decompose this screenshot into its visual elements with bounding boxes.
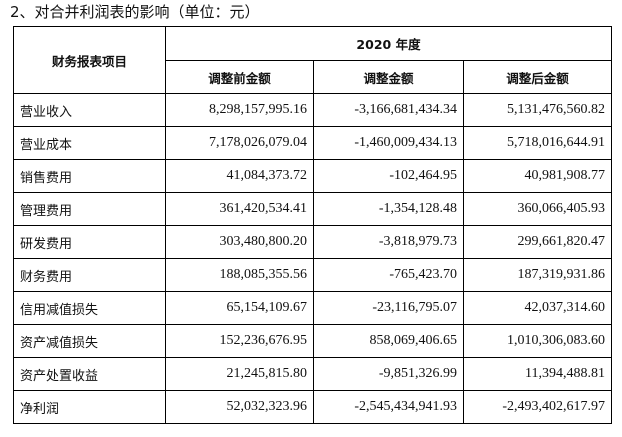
- col-header-adjustment: 调整金额: [313, 60, 464, 94]
- row-label: 资产减值损失: [13, 324, 166, 358]
- value-after: 5,718,016,644.91: [463, 126, 612, 160]
- table-row: 销售费用 41,084,373.72 -102,464.95 40,981,908.7…: [13, 159, 612, 193]
- table-row: 营业收入 8,298,157,995.16 -3,166,681,434.34 5,1…: [13, 93, 612, 127]
- row-label: 净利润: [13, 390, 166, 424]
- row-label: 研发费用: [13, 225, 166, 259]
- row-label: 信用减值损失: [13, 291, 166, 325]
- value-adjustment: -1,354,128.48: [313, 192, 464, 226]
- table-row: 研发费用 303,480,800.20 -3,818,979.73 299,661,8…: [13, 225, 612, 259]
- table-row: 资产处置收益 21,245,815.80 -9,851,326.99 11,394,4…: [13, 357, 612, 391]
- table-row: 管理费用 361,420,534.41 -1,354,128.48 360,066,4…: [13, 192, 612, 226]
- row-label: 销售费用: [13, 159, 166, 193]
- value-before: 152,236,676.95: [165, 324, 314, 358]
- value-after: 299,661,820.47: [463, 225, 612, 259]
- table-row: 财务费用 188,085,355.56 -765,423.70 187,319,931…: [13, 258, 612, 292]
- table-row: 营业成本 7,178,026,079.04 -1,460,009,434.13 5,7…: [13, 126, 612, 160]
- row-label: 营业收入: [13, 93, 166, 127]
- value-after: 42,037,314.60: [463, 291, 612, 325]
- value-after: 40,981,908.77: [463, 159, 612, 193]
- header-row-columns: 调整前金额 调整金额 调整后金额: [14, 60, 612, 94]
- value-before: 303,480,800.20: [165, 225, 314, 259]
- value-before: 52,032,323.96: [165, 390, 314, 424]
- row-label: 资产处置收益: [13, 357, 166, 391]
- item-column-header: 财务报表项目: [13, 26, 166, 94]
- value-before: 188,085,355.56: [165, 258, 314, 292]
- value-adjustment: -3,166,681,434.34: [313, 93, 464, 127]
- value-before: 7,178,026,079.04: [165, 126, 314, 160]
- profit-impact-table: 财务报表项目 2020 年度 调整前金额 调整金额 调整后金额 营业收入 8,29…: [13, 26, 612, 424]
- value-after: 5,131,476,560.82: [463, 93, 612, 127]
- value-after: -2,493,402,617.97: [463, 390, 612, 424]
- value-adjustment: -23,116,795.07: [313, 291, 464, 325]
- value-after: 187,319,931.86: [463, 258, 612, 292]
- value-adjustment: -9,851,326.99: [313, 357, 464, 391]
- table-row: 信用减值损失 65,154,109.67 -23,116,795.07 42,037,…: [13, 291, 612, 325]
- row-label: 管理费用: [13, 192, 166, 226]
- value-after: 360,066,405.93: [463, 192, 612, 226]
- value-after: 1,010,306,083.60: [463, 324, 612, 358]
- value-before: 361,420,534.41: [165, 192, 314, 226]
- value-before: 41,084,373.72: [165, 159, 314, 193]
- value-before: 8,298,157,995.16: [165, 93, 314, 127]
- row-label: 财务费用: [13, 258, 166, 292]
- value-adjustment: -765,423.70: [313, 258, 464, 292]
- value-adjustment: -102,464.95: [313, 159, 464, 193]
- value-adjustment: -3,818,979.73: [313, 225, 464, 259]
- col-header-after: 调整后金额: [463, 60, 612, 94]
- row-label: 营业成本: [13, 126, 166, 160]
- table-row: 净利润 52,032,323.96 -2,545,434,941.93 -2,493,…: [13, 390, 612, 424]
- section-heading: 2、对合并利润表的影响（单位：元）: [10, 3, 260, 21]
- value-before: 21,245,815.80: [165, 357, 314, 391]
- year-column-header: 2020 年度: [165, 26, 612, 61]
- value-after: 11,394,488.81: [463, 357, 612, 391]
- value-before: 65,154,109.67: [165, 291, 314, 325]
- table-row: 资产减值损失 152,236,676.95 858,069,406.65 1,010,…: [13, 324, 612, 358]
- value-adjustment: 858,069,406.65: [313, 324, 464, 358]
- value-adjustment: -1,460,009,434.13: [313, 126, 464, 160]
- header-row-year: 财务报表项目 2020 年度: [13, 26, 612, 94]
- col-header-before: 调整前金额: [165, 60, 314, 94]
- value-adjustment: -2,545,434,941.93: [313, 390, 464, 424]
